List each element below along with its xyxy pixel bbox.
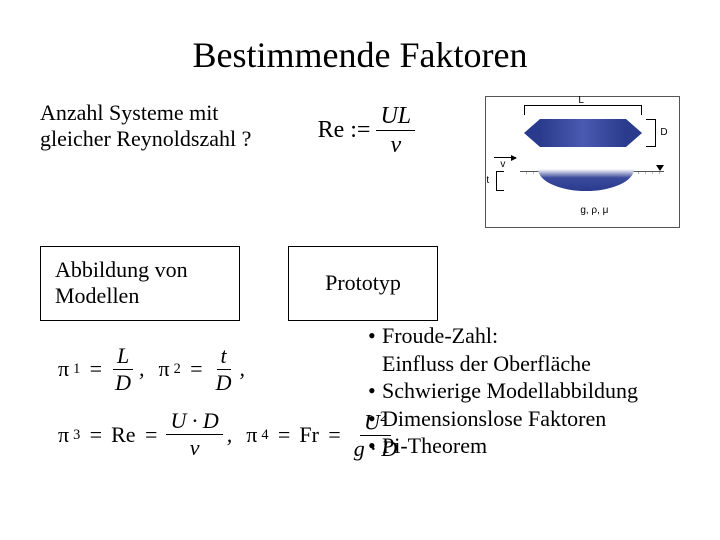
f3d: ν: [186, 435, 204, 459]
re-den: ν: [386, 131, 405, 157]
pi4-sym: π: [246, 421, 257, 450]
ship-diagram: L D v t g, ρ, μ: [485, 96, 680, 228]
bullet-list: •Froude-Zahl: Einfluss der Oberfläche •S…: [368, 322, 638, 460]
comma3: ,: [227, 421, 233, 450]
ship-body: [540, 119, 626, 147]
bullet-3: •Dimensionslose Faktoren: [368, 405, 638, 433]
f3n: U · D: [166, 410, 222, 435]
D-label: D: [660, 127, 667, 138]
v-arrow: [494, 157, 516, 158]
eq4b: =: [327, 421, 342, 450]
box2-label: Prototyp: [325, 270, 401, 296]
re-text: Re: [111, 421, 135, 450]
row-boxes: Abbildung von Modellen Prototyp: [0, 228, 720, 321]
comma2: ,: [240, 355, 246, 384]
f1n: L: [113, 345, 133, 370]
box1-line1: Abbildung von: [55, 257, 188, 282]
bullet-text-2: Schwierige Modellabbildung: [382, 377, 638, 405]
bullet-text-4: Pi-Theorem: [382, 432, 487, 460]
row-question: Anzahl Systeme mit gleicher Reynoldszahl…: [0, 100, 720, 228]
L-bracket: [524, 105, 642, 115]
bullet-dot-1: [368, 350, 382, 378]
pi3-sym: π: [58, 421, 69, 450]
bullet-dot-4: •: [368, 432, 382, 460]
ship-top-view: [524, 119, 642, 147]
bullet-dot-2: •: [368, 377, 382, 405]
pi1-sym: π: [58, 355, 69, 384]
bullet-dot-3: •: [368, 405, 382, 433]
box1-line2: Modellen: [55, 283, 139, 308]
fr-text: Fr: [299, 421, 319, 450]
bullet-text-0: Froude-Zahl:: [382, 322, 498, 350]
eq2: =: [189, 355, 204, 384]
eq1: =: [88, 355, 103, 384]
ship-hull: [538, 169, 634, 191]
bullet-dot-0: •: [368, 322, 382, 350]
eq3b: =: [144, 421, 159, 450]
f2d: D: [212, 370, 236, 394]
D-bracket: [646, 119, 656, 147]
bullet-1: Einfluss der Oberfläche: [368, 350, 638, 378]
pi3-sub: 3: [73, 426, 80, 445]
t-label: t: [486, 175, 489, 186]
pi1-sub: 1: [73, 360, 80, 379]
slide-title: Bestimmende Faktoren: [0, 0, 720, 100]
pi2-sub: 2: [174, 360, 181, 379]
bullet-4: •Pi-Theorem: [368, 432, 638, 460]
ship-tail: [626, 119, 642, 147]
ship-nose: [524, 119, 540, 147]
reynolds-formula: Re := UL ν: [318, 100, 468, 157]
box-abbildung: Abbildung von Modellen: [40, 246, 240, 321]
fluid-label: g, ρ, μ: [580, 205, 608, 216]
L-label: L: [578, 95, 584, 106]
frac-LD: L D: [111, 345, 135, 394]
re-symbol: Re: [318, 117, 345, 144]
bullet-text-3: Dimensionslose Faktoren: [382, 405, 606, 433]
q-line2: gleicher Reynoldszahl ?: [40, 126, 251, 151]
question-text: Anzahl Systeme mit gleicher Reynoldszahl…: [40, 100, 300, 153]
re-num: UL: [376, 104, 415, 131]
v-label: v: [500, 159, 505, 170]
box-prototyp: Prototyp: [288, 246, 438, 321]
eq3a: =: [88, 421, 103, 450]
t-bracket: [496, 171, 504, 191]
q-line1: Anzahl Systeme mit: [40, 100, 218, 125]
frac-UDnu: U · D ν: [166, 410, 222, 459]
bullet-2: •Schwierige Modellabbildung: [368, 377, 638, 405]
frac-tD: t D: [212, 345, 236, 394]
re-def: :=: [350, 117, 370, 144]
pi2-sym: π: [159, 355, 170, 384]
eq4a: =: [276, 421, 291, 450]
re-fraction: UL ν: [376, 104, 415, 157]
pi4-sub: 4: [261, 426, 268, 445]
f1d: D: [111, 370, 135, 394]
bullet-0: •Froude-Zahl:: [368, 322, 638, 350]
comma1: ,: [139, 355, 145, 384]
waterline-marker-icon: [656, 165, 664, 171]
f2n: t: [217, 345, 231, 370]
bullet-text-1: Einfluss der Oberfläche: [382, 350, 591, 378]
